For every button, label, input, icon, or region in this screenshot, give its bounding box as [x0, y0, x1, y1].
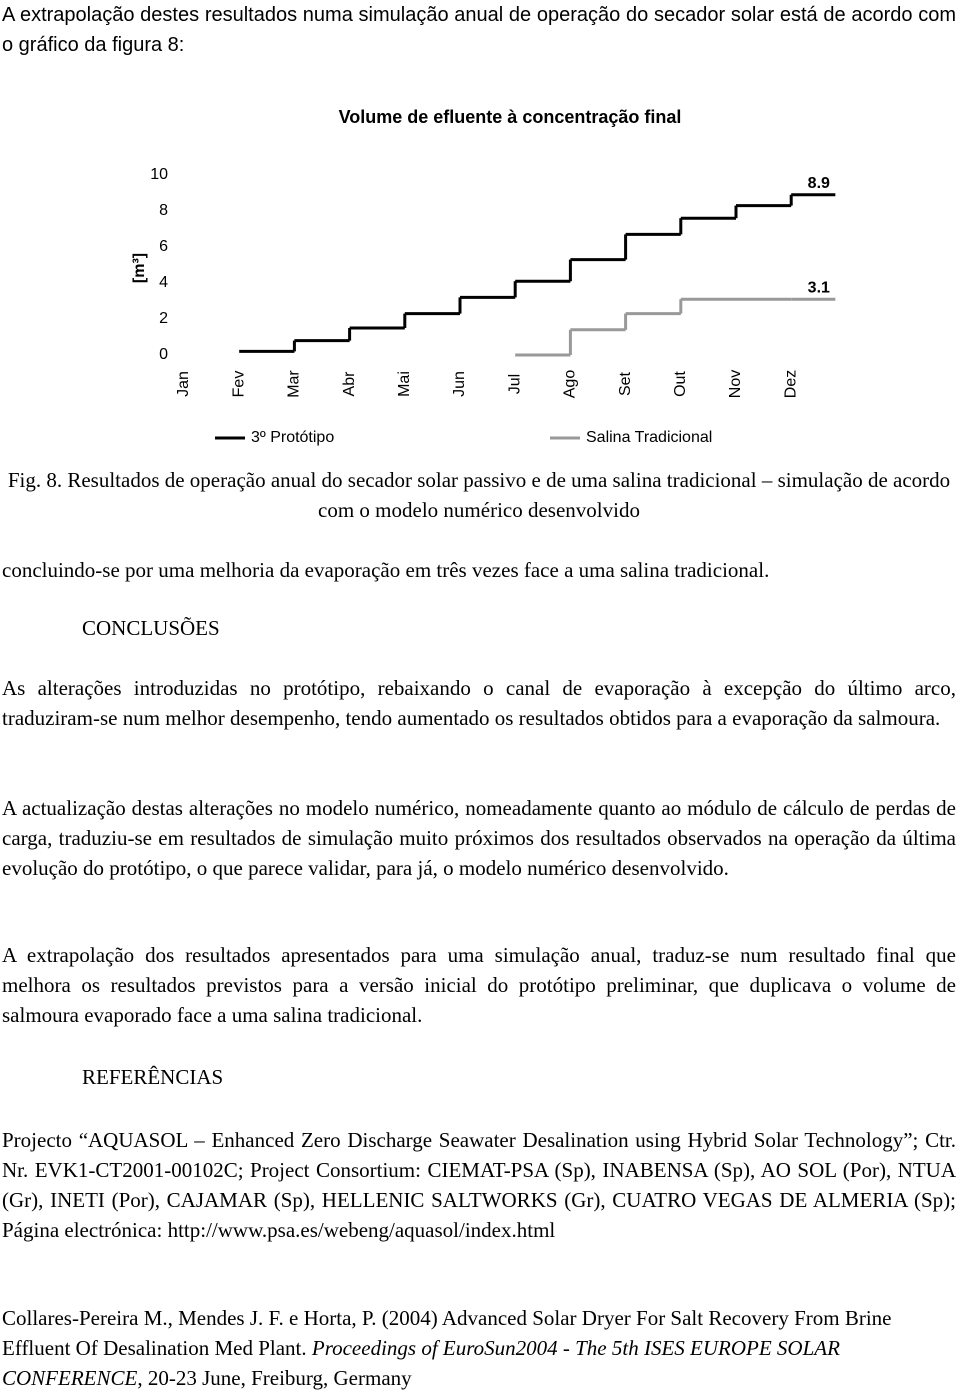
x-tick-label: Jul — [506, 374, 523, 394]
chart: Volume de efluente à concentração final … — [131, 107, 836, 446]
intro: A extrapolação destes resultados numa si… — [2, 4, 956, 56]
reference: Projecto “AQUASOL – Enhanced Zero Discha… — [2, 1128, 956, 1242]
y-tick-label: 2 — [159, 310, 168, 327]
paragraph: A actualização destas alterações no mode… — [2, 796, 956, 880]
paragraph: concluindo-se por uma melhoria da evapor… — [2, 558, 770, 582]
x-tick-label: Out — [672, 371, 689, 397]
x-tick-label: Mai — [396, 371, 413, 397]
paragraph: A extrapolação dos resultados apresentad… — [2, 943, 956, 1027]
y-tick-label: 10 — [150, 166, 168, 183]
caption: Fig. 8. Resultados de operação anual do … — [7, 468, 951, 522]
x-tick-label: Jan — [175, 371, 192, 397]
x-tick-label: Dez — [782, 370, 799, 398]
legend-label: 3º Protótipo — [251, 429, 334, 446]
reference: Collares-Pereira M., Mendes J. F. e Hort… — [2, 1303, 956, 1393]
y-tick-label: 6 — [159, 238, 168, 255]
chart-title: Volume de efluente à concentração final — [339, 107, 682, 127]
y-tick-label: 4 — [159, 274, 168, 291]
y-tick-label: 8 — [159, 202, 168, 219]
value-label: 8.9 — [808, 175, 830, 192]
x-tick-label: Ago — [562, 370, 579, 399]
x-tick-label: Mar — [286, 370, 303, 398]
value-label: 3.1 — [808, 279, 830, 296]
heading: REFERÊNCIAS — [82, 1065, 224, 1089]
ref-text: Collares-Pereira M., Mendes J. F. e Hort… — [2, 1306, 892, 1360]
x-tick-label: Set — [617, 371, 634, 396]
y-tick-label: 0 — [159, 346, 168, 363]
y-axis-label: [m³] — [131, 253, 148, 283]
x-tick-label: Fev — [230, 371, 247, 398]
heading: CONCLUSÕES — [82, 616, 220, 640]
x-tick-label: Nov — [727, 370, 744, 398]
x-tick-label: Jun — [451, 371, 468, 397]
ref-venue: Proceedings of EuroSun2004 - The 5th ISE… — [2, 1336, 840, 1390]
paragraph: As alterações introduzidas no protótipo,… — [2, 676, 956, 730]
x-tick-label: Abr — [341, 371, 358, 397]
legend-label: Salina Tradicional — [586, 429, 712, 446]
ref-text: , 20-23 June, Freiburg, Germany — [137, 1366, 412, 1390]
